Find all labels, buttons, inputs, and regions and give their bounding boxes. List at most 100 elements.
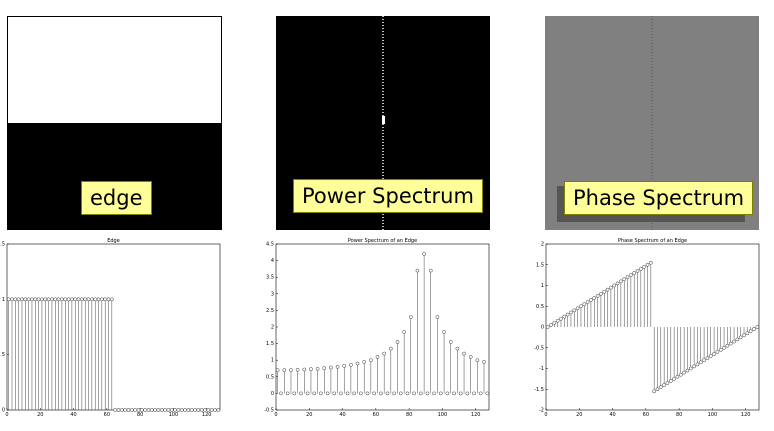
stem-marker: [428, 268, 433, 273]
x-tick-label: 80: [406, 412, 412, 418]
stem-marker: [665, 381, 670, 385]
stem-marker: [332, 391, 337, 396]
stem-marker: [355, 361, 360, 366]
stem-marker: [183, 408, 187, 412]
plot-title: Edge: [107, 238, 120, 244]
plot-frame: [545, 243, 760, 411]
stem-marker: [725, 343, 730, 348]
stem-marker: [378, 391, 383, 396]
stem-marker: [359, 391, 363, 396]
stem-marker: [83, 297, 88, 302]
stem-marker: [292, 391, 297, 396]
stem-marker: [602, 289, 607, 294]
stem-marker: [605, 287, 610, 292]
y-tick-label: 0.5: [536, 304, 544, 310]
stem-marker: [206, 408, 211, 412]
x-tick-label: 20: [576, 412, 582, 418]
stem-marker: [299, 391, 303, 396]
x-tick-label: 100: [708, 412, 718, 418]
stem-marker: [682, 370, 686, 375]
stem-marker: [90, 297, 94, 302]
stem-marker: [103, 297, 108, 302]
stem-marker: [592, 296, 597, 300]
y-tick-label: 4.5: [266, 242, 274, 248]
stem-marker: [755, 325, 760, 329]
stem-marker: [615, 281, 620, 286]
stem-marker: [186, 408, 191, 412]
y-tick-label: 0.5: [0, 352, 5, 358]
stem-marker: [199, 408, 204, 412]
plot-title: Phase Spectrum of an Edge: [618, 238, 687, 244]
stem-marker: [405, 391, 410, 396]
stem-marker: [398, 391, 403, 396]
stem-marker: [342, 363, 347, 368]
stem-marker: [109, 297, 114, 302]
stem-marker: [372, 391, 377, 396]
stem-marker: [166, 408, 171, 412]
stem-marker: [472, 391, 476, 396]
stem-marker: [322, 366, 327, 371]
stem-marker: [668, 379, 673, 383]
stem-marker: [285, 391, 290, 396]
stem-marker: [329, 365, 333, 370]
stem-marker: [36, 297, 41, 302]
stem-marker: [438, 391, 443, 396]
stem-marker: [345, 391, 350, 396]
stem-marker: [50, 297, 54, 302]
y-tick-label: -0.5: [534, 345, 544, 351]
y-tick-label: -1: [539, 366, 544, 372]
stem-marker: [189, 408, 194, 412]
stem-marker: [549, 323, 553, 327]
stem-marker: [748, 329, 753, 334]
stem-marker: [385, 391, 390, 396]
stem-marker: [375, 355, 380, 359]
x-tick-label: 0: [5, 412, 8, 418]
power-spectrum-peak: [382, 116, 385, 124]
x-tick-label: 0: [544, 412, 547, 418]
stem-marker: [209, 408, 214, 412]
stem-marker: [422, 252, 426, 256]
stem-marker: [216, 408, 221, 412]
stem-marker: [619, 279, 623, 284]
stem-marker: [408, 315, 413, 319]
stem-marker: [435, 315, 440, 319]
stem-marker: [722, 345, 726, 350]
stem-marker: [193, 408, 197, 412]
stem-marker: [93, 297, 98, 302]
y-tick-label: 1.5: [266, 341, 274, 347]
stem-marker: [589, 298, 593, 302]
stem-marker: [169, 408, 174, 412]
stem-marker: [728, 341, 733, 346]
phase-spectrum-label: Phase Spectrum: [564, 181, 754, 215]
stem-marker: [302, 367, 307, 372]
stem-marker: [705, 356, 710, 360]
y-tick-label: 1: [2, 297, 5, 303]
stem-marker: [402, 330, 406, 334]
stem-marker: [80, 297, 84, 302]
stem-marker: [315, 366, 320, 371]
stem-marker: [599, 291, 603, 296]
y-tick-label: -0.5: [264, 408, 274, 414]
plot-frame: [6, 243, 221, 411]
plot-frame: [275, 243, 490, 411]
stem-marker: [418, 391, 423, 396]
stem-marker: [63, 297, 68, 302]
y-tick-label: 3.5: [266, 275, 274, 281]
edge-label: edge: [81, 181, 152, 215]
stem-marker: [106, 297, 111, 302]
stem-marker: [365, 391, 370, 396]
stem-marker: [339, 391, 343, 396]
stem-marker: [732, 339, 736, 344]
stem-marker: [639, 267, 643, 271]
y-tick-label: 0: [541, 325, 544, 331]
x-tick-label: 40: [609, 412, 615, 418]
edge-image-white-half: [8, 17, 221, 123]
stem-marker: [485, 391, 490, 396]
stem-marker: [279, 391, 283, 396]
stem-marker: [388, 346, 393, 351]
x-tick-label: 80: [137, 412, 143, 418]
stem-marker: [349, 362, 353, 367]
stem-marker: [100, 297, 104, 302]
stem-marker: [70, 297, 74, 302]
